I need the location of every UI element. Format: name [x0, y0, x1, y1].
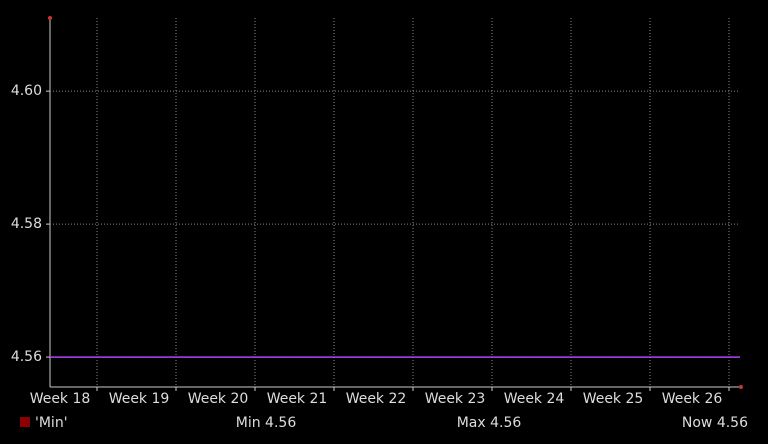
x-tick-label: Week 25 — [583, 391, 644, 407]
y-tick-label: 4.56 — [11, 349, 42, 365]
stat-min: Min 4.56 — [236, 415, 297, 431]
x-tick-label: Week 19 — [109, 391, 170, 407]
x-tick-label: Week 23 — [425, 391, 486, 407]
legend-label: 'Min' — [35, 415, 68, 431]
x-tick-label: Week 18 — [30, 391, 91, 407]
x-tick-label: Week 20 — [188, 391, 249, 407]
x-tick-label: Week 21 — [267, 391, 328, 407]
stat-now: Now 4.56 — [682, 415, 748, 431]
y-tick-label: 4.58 — [11, 216, 42, 232]
x-tick-label: Week 24 — [504, 391, 565, 407]
stat-max: Max 4.56 — [457, 415, 522, 431]
legend-swatch — [20, 417, 30, 427]
axis-arrow — [739, 385, 743, 389]
y-tick-label: 4.60 — [11, 83, 42, 99]
axis-arrow — [48, 16, 52, 20]
x-tick-label: Week 22 — [346, 391, 407, 407]
x-tick-label: Week 26 — [662, 391, 723, 407]
